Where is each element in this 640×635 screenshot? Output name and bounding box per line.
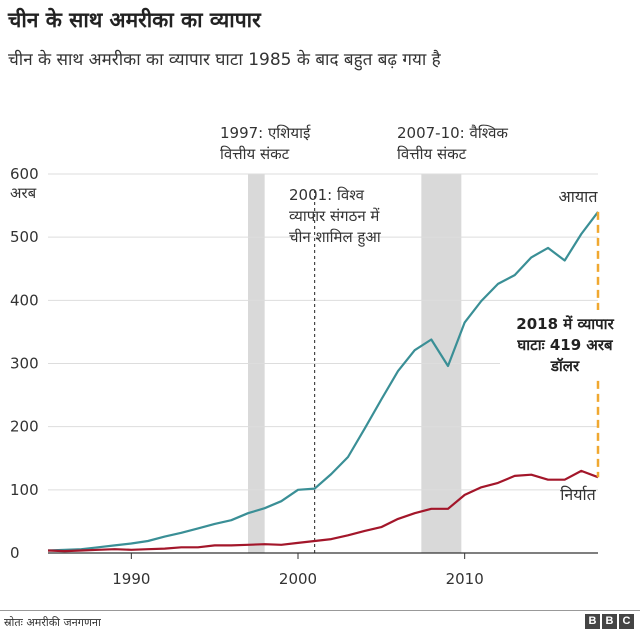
x-tick-label: 2000 <box>279 570 317 588</box>
y-tick-label: 600 <box>10 165 39 183</box>
deficit-label: 2018 में व्यापार घाटाः 419 अरब डॉलर <box>516 315 614 375</box>
y-tick-label: 500 <box>10 228 39 246</box>
exports-line <box>47 469 599 553</box>
y-tick-label: 300 <box>10 355 39 373</box>
deficit-label-bg <box>500 310 630 380</box>
bbc-logo: B B C <box>585 614 634 629</box>
y-unit-label: अरब <box>10 184 37 202</box>
source-note: स्रोतः अमरीकी जनगणना <box>4 616 101 629</box>
wto-event-label: 2001: विश्व व्यापार संगठन में चीन शामिल हु… <box>289 186 381 247</box>
x-tick-label: 2010 <box>446 570 484 588</box>
chart-subtitle: चीन के साथ अमरीका का व्यापार घाटा 1985 क… <box>8 50 441 70</box>
y-tick-label: 0 <box>10 544 20 562</box>
x-tick-label: 1990 <box>112 570 150 588</box>
y-tick-label: 200 <box>10 418 39 436</box>
global-crisis-label: 2007-10: वैश्विक वित्तीय संकट <box>397 124 508 163</box>
logo-letter: B <box>585 614 600 629</box>
logo-letter: B <box>602 614 617 629</box>
y-tick-label: 100 <box>10 481 39 499</box>
y-tick-label: 400 <box>10 291 39 309</box>
asian-crisis-label: 1997: एशियाई वित्तीय संकट <box>220 124 311 163</box>
logo-letter: C <box>619 614 634 629</box>
imports-line <box>47 211 599 552</box>
exports-label: निर्यात <box>560 485 596 504</box>
footer-divider <box>0 610 640 611</box>
imports-label: आयात <box>559 187 599 206</box>
chart-title: चीन के साथ अमरीका का व्यापार <box>8 8 261 32</box>
